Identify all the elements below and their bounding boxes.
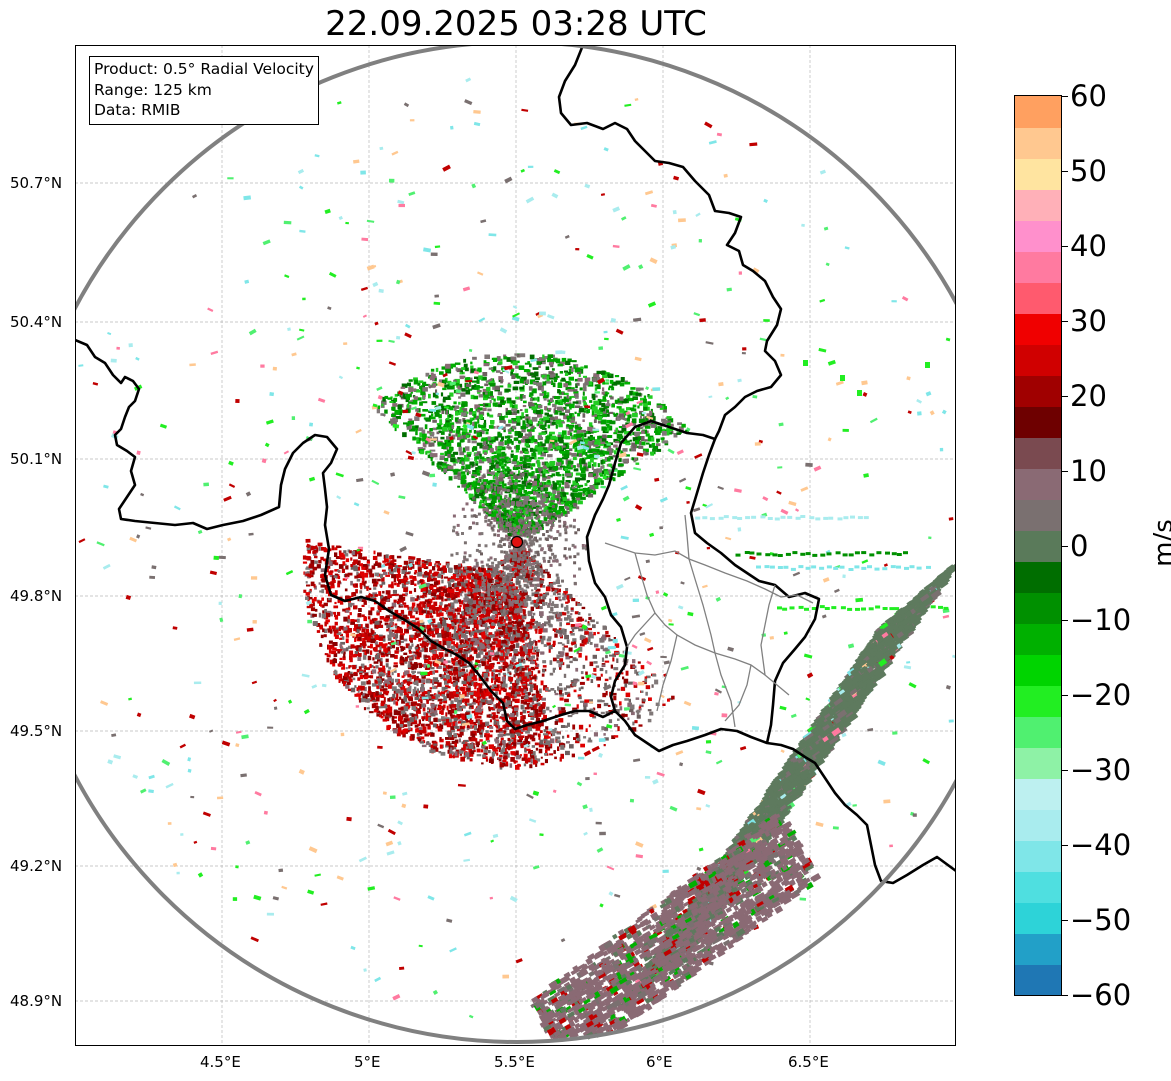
colorbar-segment	[1015, 561, 1061, 593]
lat-label: 49.5°N	[10, 722, 63, 740]
country-borders	[75, 45, 956, 885]
colorbar-segment	[1015, 685, 1061, 717]
radar-echoes	[78, 77, 956, 1042]
colorbar-segment	[1015, 654, 1061, 686]
radar-map-canvas	[75, 45, 956, 1046]
radar-site-marker	[510, 535, 524, 549]
colorbar	[1014, 95, 1062, 996]
colorbar-segment	[1015, 747, 1061, 779]
colorbar-segment	[1015, 840, 1061, 872]
colorbar-tick-label: 10	[1070, 453, 1107, 488]
colorbar-segment	[1015, 716, 1061, 748]
colorbar-tick	[1062, 320, 1068, 322]
colorbar-tick	[1062, 920, 1068, 922]
colorbar-tick-label: −30	[1070, 753, 1132, 788]
colorbar-tick	[1062, 96, 1068, 97]
lat-label: 48.9°N	[10, 992, 63, 1010]
range-label: Range: 125 km	[94, 80, 212, 99]
lon-label: 5.5°E	[494, 1053, 535, 1071]
colorbar-tick-label: 50	[1070, 153, 1107, 188]
colorbar-tick-label: −50	[1070, 903, 1132, 938]
colorbar-segment	[1015, 375, 1061, 407]
colorbar-segment	[1015, 871, 1061, 903]
colorbar-segment	[1015, 468, 1061, 500]
colorbar-segment	[1015, 592, 1061, 624]
colorbar-tick	[1062, 845, 1068, 847]
lat-label: 49.2°N	[10, 857, 63, 875]
colorbar-tick-label: −20	[1070, 678, 1132, 713]
colorbar-segment	[1015, 127, 1061, 159]
colorbar-tick-label: 0	[1070, 528, 1089, 563]
colorbar-segment	[1015, 809, 1061, 841]
map-border	[75, 45, 956, 1046]
colorbar-tick	[1062, 620, 1068, 622]
colorbar-tick	[1062, 545, 1068, 547]
colorbar-tick-label: −40	[1070, 828, 1132, 863]
colorbar-tick	[1062, 245, 1068, 247]
colorbar-segment	[1015, 623, 1061, 655]
colorbar-segment	[1015, 778, 1061, 810]
lon-label: 4.5°E	[200, 1053, 241, 1071]
colorbar-tick	[1062, 395, 1068, 397]
radar-map[interactable]	[75, 45, 956, 1046]
colorbar-tick	[1062, 695, 1068, 697]
colorbar-segment	[1015, 406, 1061, 438]
colorbar-segment	[1015, 437, 1061, 469]
lon-label: 5°E	[354, 1053, 381, 1071]
colorbar-tick-label: −10	[1070, 603, 1132, 638]
colorbar-segment	[1015, 530, 1061, 562]
colorbar-segment	[1015, 282, 1061, 314]
colorbar-segment	[1015, 902, 1061, 934]
lon-label: 6°E	[646, 1053, 673, 1071]
colorbar-segment	[1015, 313, 1061, 345]
colorbar-tick	[1062, 170, 1068, 172]
province-borders	[604, 514, 814, 728]
colorbar-segment	[1015, 96, 1061, 128]
colorbar-unit-label: m/s	[1149, 519, 1171, 567]
colorbar-segment	[1015, 344, 1061, 376]
product-info-box: Product: 0.5° Radial Velocity Range: 125…	[89, 56, 319, 125]
colorbar-tick-label: 40	[1070, 228, 1107, 263]
lat-label: 50.4°N	[10, 313, 63, 331]
lon-label: 6.5°E	[788, 1053, 829, 1071]
colorbar-tick	[1062, 470, 1068, 472]
colorbar-segment	[1015, 158, 1061, 190]
colorbar-tick-label: 60	[1070, 79, 1107, 113]
chart-title: 22.09.2025 03:28 UTC	[325, 4, 707, 44]
lat-label: 49.8°N	[10, 587, 63, 605]
lat-label: 50.1°N	[10, 450, 63, 468]
lat-label: 50.7°N	[10, 174, 63, 192]
colorbar-segment	[1015, 189, 1061, 221]
colorbar-tick	[1062, 770, 1068, 772]
colorbar-tick	[1062, 995, 1068, 996]
colorbar-segment	[1015, 933, 1061, 965]
range-ring	[75, 45, 956, 1044]
colorbar-tick-label: −60	[1070, 978, 1132, 1012]
colorbar-segment	[1015, 964, 1061, 995]
colorbar-segment	[1015, 251, 1061, 283]
colorbar-segment	[1015, 499, 1061, 531]
product-label: Product: 0.5° Radial Velocity	[94, 60, 314, 78]
data-source-label: Data: RMIB	[94, 101, 181, 119]
colorbar-tick-label: 20	[1070, 378, 1107, 413]
colorbar-segment	[1015, 220, 1061, 252]
colorbar-tick-label: 30	[1070, 303, 1107, 338]
